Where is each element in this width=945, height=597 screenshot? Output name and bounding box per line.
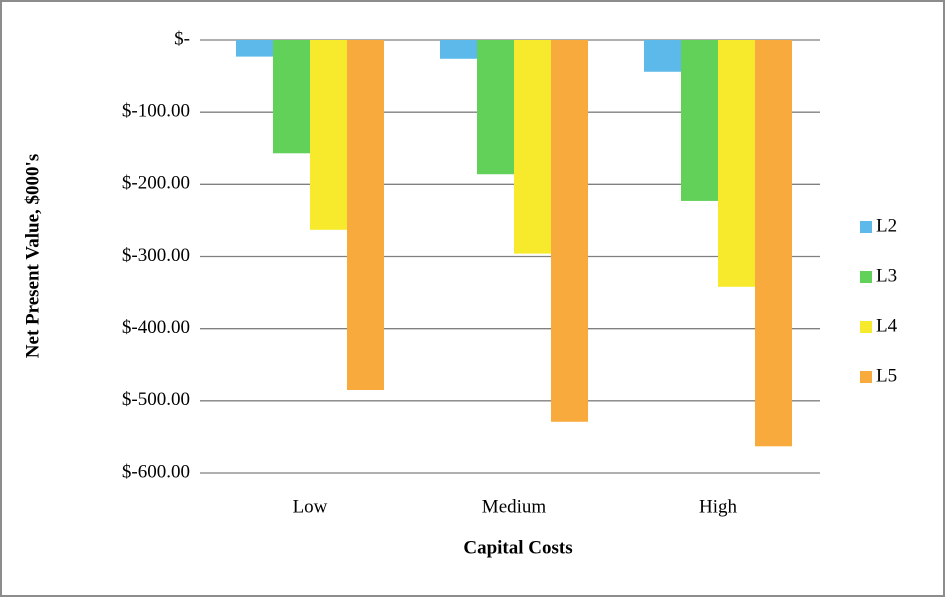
bar [440, 40, 477, 59]
bar [514, 40, 551, 254]
x-tick-label: Low [293, 496, 328, 517]
bar [681, 40, 718, 201]
legend-label: L5 [876, 365, 897, 386]
bar [477, 40, 514, 175]
bar [347, 40, 384, 391]
legend-swatch [860, 221, 872, 233]
y-tick-label: $-200.00 [122, 173, 190, 194]
y-tick-label: $-100.00 [122, 101, 190, 122]
y-tick-label: $-600.00 [122, 461, 190, 482]
legend-swatch [860, 321, 872, 333]
x-tick-label: High [699, 496, 738, 517]
y-tick-label: $-500.00 [122, 389, 190, 410]
bar [310, 40, 347, 230]
y-axis-title: Net Present Value, $000's [22, 154, 43, 358]
bar [273, 40, 310, 154]
y-tick-label: $-300.00 [122, 245, 190, 266]
legend-label: L4 [876, 315, 898, 336]
x-axis-title: Capital Costs [463, 537, 572, 558]
bar [236, 40, 273, 57]
legend-label: L2 [876, 215, 897, 236]
legend-swatch [860, 371, 872, 383]
bar [755, 40, 792, 447]
y-tick-label: $- [174, 28, 190, 49]
bar [551, 40, 588, 422]
y-tick-label: $-400.00 [122, 317, 190, 338]
x-tick-label: Medium [482, 496, 547, 517]
legend-swatch [860, 271, 872, 283]
legend-label: L3 [876, 265, 897, 286]
bar [644, 40, 681, 72]
bar [718, 40, 755, 287]
